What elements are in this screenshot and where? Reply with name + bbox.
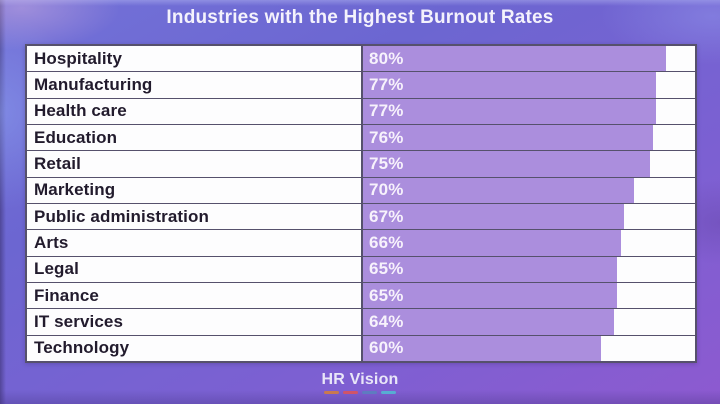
- logo-dashes: [324, 391, 396, 394]
- table-row: Education 76%: [27, 123, 695, 151]
- burnout-bar: [363, 46, 667, 72]
- industry-label-cell: Manufacturing: [27, 72, 363, 98]
- logo-dash: [324, 391, 339, 394]
- industry-label: Health care: [34, 101, 127, 121]
- industry-label: Legal: [34, 259, 79, 279]
- table-row: Manufacturing 77%: [27, 71, 695, 98]
- burnout-table: Hospitality 80% Manufacturing 77% Health…: [25, 44, 697, 363]
- industry-label-cell: IT services: [27, 309, 363, 335]
- table-row: Legal 65%: [27, 255, 695, 282]
- burnout-value: 64%: [369, 311, 404, 331]
- industry-label-cell: Retail: [27, 151, 363, 177]
- table-row: Health care 77%: [27, 97, 695, 124]
- table-row: Public administration 67%: [27, 202, 695, 230]
- bar-cell: 76%: [363, 124, 695, 151]
- bar-cell: 77%: [363, 72, 695, 98]
- burnout-value: 67%: [369, 206, 404, 226]
- industry-label-cell: Finance: [27, 282, 363, 309]
- burnout-bar: [363, 177, 634, 203]
- burnout-value: 70%: [369, 180, 404, 200]
- table-row: Arts 66%: [27, 229, 695, 256]
- industry-label: IT services: [34, 311, 123, 331]
- table-row: Finance 65%: [27, 281, 695, 309]
- industry-label: Public administration: [34, 206, 209, 226]
- burnout-value: 77%: [369, 101, 404, 121]
- industry-label-cell: Technology: [27, 335, 363, 361]
- bar-cell: 70%: [363, 177, 695, 203]
- industry-label: Education: [34, 127, 118, 147]
- bar-cell: 66%: [363, 230, 695, 256]
- logo-dash: [343, 391, 358, 394]
- table-row: Technology 60%: [27, 334, 695, 361]
- burnout-bar: [363, 151, 651, 177]
- burnout-bar: [363, 309, 615, 335]
- bar-cell: 80%: [363, 46, 695, 72]
- page-title: Industries with the Highest Burnout Rate…: [166, 7, 554, 28]
- industry-label: Technology: [34, 338, 130, 358]
- burnout-value: 65%: [369, 285, 404, 305]
- industry-label-cell: Arts: [27, 230, 363, 256]
- burnout-bar: [363, 282, 618, 309]
- industry-label-cell: Hospitality: [27, 46, 363, 72]
- industry-label: Finance: [34, 285, 99, 305]
- burnout-value: 60%: [369, 338, 404, 358]
- industry-label: Manufacturing: [34, 74, 153, 94]
- industry-label-cell: Health care: [27, 98, 363, 124]
- bar-cell: 77%: [363, 98, 695, 124]
- industry-label-cell: Marketing: [27, 177, 363, 203]
- industry-label: Retail: [34, 153, 81, 173]
- bar-cell: 65%: [363, 256, 695, 282]
- burnout-bar: [363, 98, 657, 124]
- table-row: IT services 64%: [27, 308, 695, 335]
- bar-cell: 65%: [363, 282, 695, 309]
- bar-cell: 64%: [363, 309, 695, 335]
- burnout-value: 75%: [369, 153, 404, 173]
- industry-label-cell: Education: [27, 124, 363, 151]
- industry-label: Arts: [34, 232, 69, 252]
- logo-dash: [362, 391, 377, 394]
- burnout-bar: [363, 124, 654, 151]
- burnout-bar: [363, 230, 621, 256]
- burnout-bar: [363, 256, 618, 282]
- industry-label-cell: Public administration: [27, 203, 363, 230]
- bar-cell: 67%: [363, 203, 695, 230]
- table-row: Marketing 70%: [27, 176, 695, 203]
- burnout-bar: [363, 72, 657, 98]
- burnout-bar: [363, 203, 624, 230]
- industry-label: Hospitality: [34, 48, 123, 68]
- burnout-value: 65%: [369, 259, 404, 279]
- burnout-bar: [363, 335, 602, 361]
- table-row: Hospitality 80%: [27, 46, 695, 72]
- burnout-value: 77%: [369, 74, 404, 94]
- table-row: Retail 75%: [27, 150, 695, 177]
- hr-vision-logo: HR Vision: [321, 371, 399, 388]
- burnout-value: 66%: [369, 232, 404, 252]
- industry-label: Marketing: [34, 180, 116, 200]
- footer-logo: HR Vision: [0, 371, 720, 394]
- logo-dash: [381, 391, 396, 394]
- bar-cell: 75%: [363, 151, 695, 177]
- bar-cell: 60%: [363, 335, 695, 361]
- burnout-value: 80%: [369, 48, 404, 68]
- industry-label-cell: Legal: [27, 256, 363, 282]
- burnout-value: 76%: [369, 127, 404, 147]
